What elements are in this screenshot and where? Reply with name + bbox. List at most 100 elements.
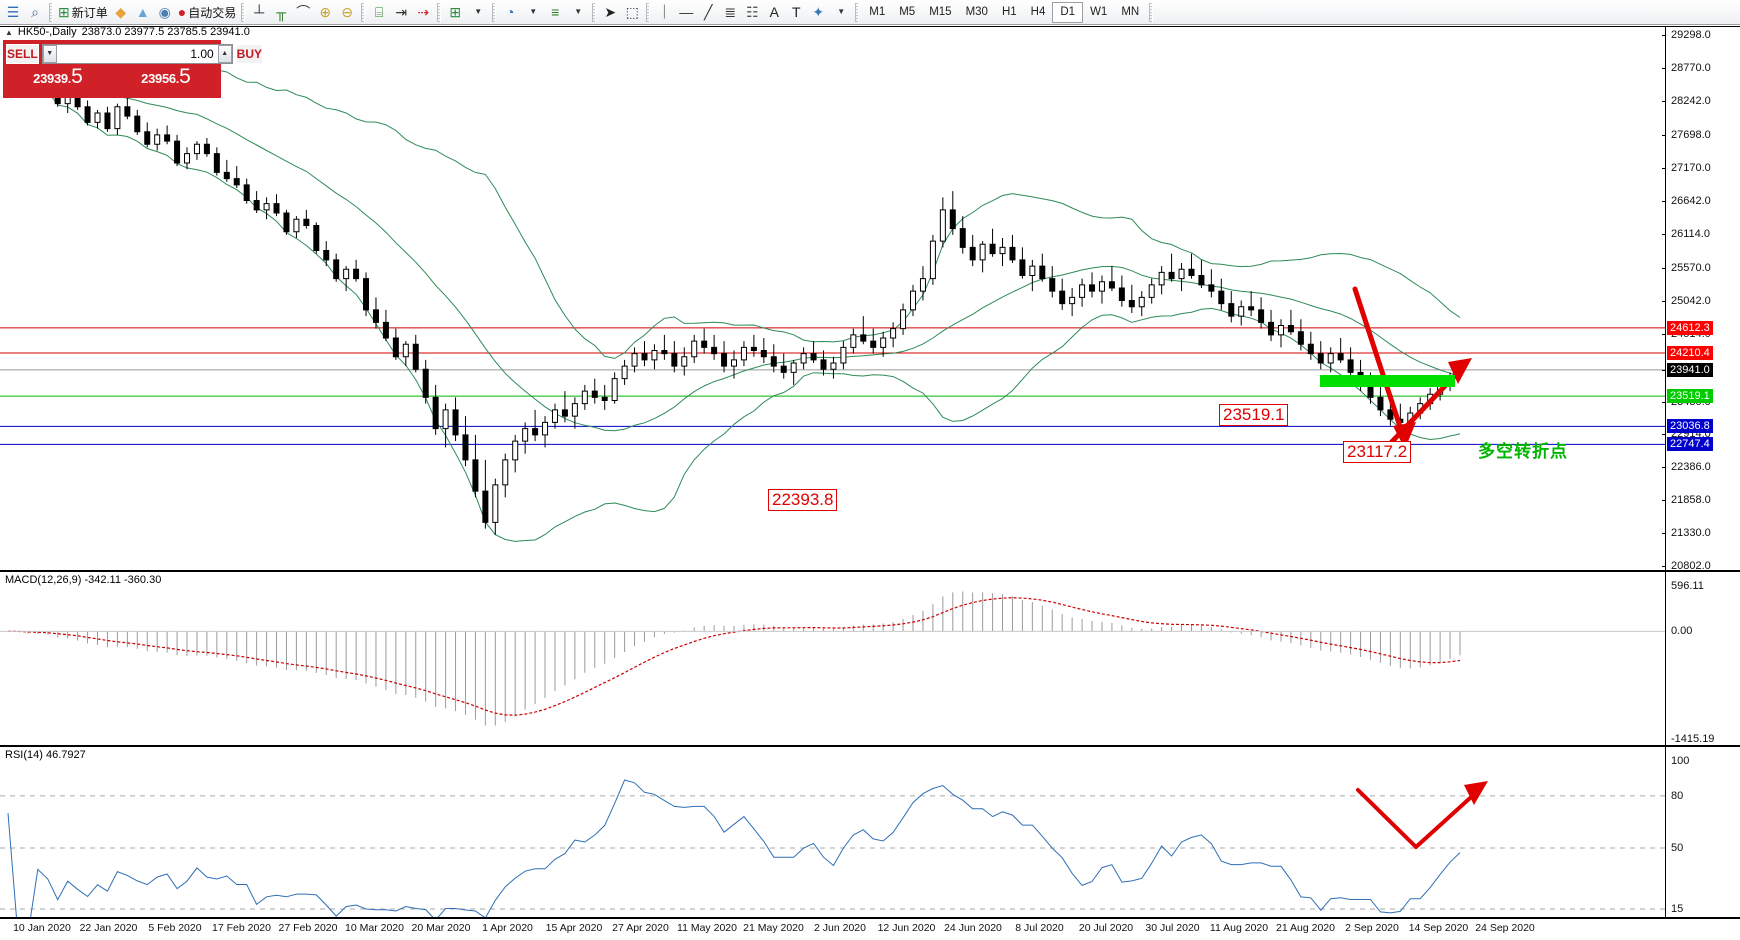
indicators-icon[interactable]: ▲: [132, 1, 154, 23]
vertical-line-icon[interactable]: ｜: [653, 1, 675, 23]
timeframe-h4[interactable]: H4: [1030, 6, 1046, 18]
macd-axis-tick-label: 596.11: [1671, 580, 1704, 592]
price-level-chip[interactable]: 24612.3: [1667, 320, 1713, 335]
price-level-chip[interactable]: 23941.0: [1667, 362, 1713, 377]
toolbar-separator: [361, 2, 366, 22]
templates-caret[interactable]: ▼: [567, 1, 589, 23]
swing-low-price-tag[interactable]: 23117.2: [1343, 441, 1412, 463]
period-clock-icon[interactable]: ◔: [499, 1, 521, 23]
timeframe-m30[interactable]: M30: [965, 6, 988, 18]
timeframe-m5[interactable]: M5: [899, 6, 916, 18]
time-axis-tick-label: 24 Sep 2020: [1475, 922, 1535, 934]
volume-stepper[interactable]: ▼ ▲: [41, 43, 233, 64]
rsi-axis[interactable]: 100 80 50 15: [1665, 747, 1740, 917]
chart-shift-icon[interactable]: ⇥: [390, 1, 412, 23]
fibonacci-icon: ☷: [745, 4, 759, 20]
symbol-ohlc-label: 23873.0 23977.5 23785.5 23941.0: [81, 26, 250, 38]
bar-chart-icon[interactable]: ┴: [248, 1, 270, 23]
sell-price-button[interactable]: 23939 . 5: [6, 66, 110, 95]
volume-input[interactable]: [56, 45, 218, 62]
auto-scroll-icon[interactable]: ⇢: [412, 1, 434, 23]
zoom-in-icon[interactable]: ⊕: [314, 1, 336, 23]
indicators-icon: ▲: [135, 4, 150, 20]
timeframe-h1[interactable]: H1: [1001, 6, 1017, 18]
support-price-tag[interactable]: 23519.1: [1219, 404, 1289, 426]
equidistant-channel-icon[interactable]: ≣: [719, 1, 741, 23]
price-axis-tick-label: 25570.0: [1671, 262, 1711, 274]
price-axis-tick: [1662, 101, 1666, 102]
volume-up-caret[interactable]: ▲: [217, 44, 232, 63]
text-label-icon: T: [791, 4, 801, 20]
bar-chart-icon: ┴: [254, 4, 265, 20]
new-order-button[interactable]: ⊞ 新订单: [56, 1, 110, 23]
expert-advisors-icon[interactable]: ◆: [110, 1, 132, 23]
turning-point-note: 多空转折点: [1478, 442, 1568, 461]
bar-shift-icon: ⌸: [375, 4, 384, 20]
macd-indicator-pane[interactable]: MACD(12,26,9) -342.11 -360.30 596.11 0.00…: [0, 571, 1740, 746]
one-click-trading-panel[interactable]: SELL ▼ ▲ BUY 23939 . 5 23956 . 5: [3, 40, 264, 98]
sell-button[interactable]: SELL: [6, 43, 39, 64]
time-axis-tick-label: 24 Jun 2020: [944, 922, 1002, 934]
price-chart-pane[interactable]: 23519.1 23117.2 22393.8 多空转折点 29298.0 287…: [0, 26, 1740, 572]
bar-shift-icon[interactable]: ⌸: [368, 1, 390, 23]
time-axis-tick-label: 2 Jun 2020: [814, 922, 866, 934]
rsi-axis-tick-label: 15: [1671, 903, 1684, 915]
add-indicator-icon: ⊞: [449, 4, 462, 20]
rsi-indicator-pane[interactable]: RSI(14) 46.7927 100 80 50 15: [0, 746, 1740, 918]
buy-price-integer: 23956: [141, 71, 176, 87]
candlestick-chart-icon[interactable]: ╥: [270, 1, 292, 23]
auto-trading-button[interactable]: ● 自动交易: [176, 1, 238, 23]
add-indicator-icon[interactable]: ⊞: [444, 1, 466, 23]
price-axis-tick: [1662, 566, 1666, 567]
price-axis[interactable]: 29298.0 28770.0 28242.0 27698.0 27170.0 26642…: [1662, 27, 1740, 572]
price-level-chip[interactable]: 24210.4: [1667, 345, 1713, 360]
crosshair-icon[interactable]: ⬚: [621, 1, 643, 23]
new-order-button-label: 新订单: [71, 5, 108, 20]
zoom-in-icon: ⊕: [319, 4, 332, 20]
shapes-caret[interactable]: ▼: [830, 1, 852, 23]
templates-icon[interactable]: ≡: [544, 1, 566, 23]
timeframe-m1[interactable]: M1: [869, 6, 886, 18]
data-window-icon[interactable]: ⌕: [24, 1, 46, 23]
price-axis-tick: [1662, 500, 1666, 501]
text-label-icon[interactable]: T: [785, 1, 807, 23]
timeframe-w1[interactable]: W1: [1090, 6, 1108, 18]
price-level-chip[interactable]: 22747.4: [1667, 437, 1713, 452]
fibonacci-icon[interactable]: ☷: [741, 1, 763, 23]
time-axis-tick-label: 11 May 2020: [677, 922, 737, 934]
equidistant-channel-icon: ≣: [724, 4, 737, 20]
volume-down-caret[interactable]: ▼: [42, 44, 57, 63]
price-axis-tick: [1662, 201, 1666, 202]
time-axis[interactable]: 10 Jan 2020 22 Jan 2020 5 Feb 2020 17 Feb 2…: [0, 918, 1740, 940]
cursor-icon[interactable]: ➤: [599, 1, 621, 23]
line-chart-icon[interactable]: ⌒: [292, 1, 314, 23]
zoom-out-icon[interactable]: ⊖: [336, 1, 358, 23]
buy-button[interactable]: BUY: [235, 43, 264, 64]
timeframe-m15[interactable]: M15: [929, 6, 952, 18]
buy-price-button[interactable]: 23956 . 5: [114, 66, 218, 95]
timeframe-mn[interactable]: MN: [1121, 6, 1140, 18]
sell-price-integer: 23939: [33, 71, 68, 87]
price-level-chip[interactable]: 23519.1: [1667, 389, 1713, 404]
timeframe-d1[interactable]: D1: [1052, 1, 1084, 23]
add-indicator-caret[interactable]: ▼: [467, 1, 489, 23]
rsi-plot-area[interactable]: [0, 747, 1665, 917]
templates-icon: ≡: [551, 4, 560, 20]
macd-axis[interactable]: 596.11 0.00 -1415.19: [1665, 572, 1740, 745]
macd-plot-area[interactable]: [0, 572, 1665, 745]
macd-axis-tick-label: 0.00: [1671, 625, 1693, 638]
macd-title-label: MACD(12,26,9) -342.11 -360.30: [5, 574, 162, 586]
shapes-icon[interactable]: ✦: [807, 1, 829, 23]
previous-low-price-tag[interactable]: 22393.8: [768, 489, 838, 511]
signals-icon[interactable]: ◉: [154, 1, 176, 23]
price-plot-area[interactable]: 23519.1 23117.2 22393.8 多空转折点: [0, 27, 1665, 570]
period-caret[interactable]: ▼: [522, 1, 544, 23]
trendline-icon[interactable]: ╱: [697, 1, 719, 23]
horizontal-line-icon[interactable]: —: [675, 1, 697, 23]
text-icon[interactable]: A: [763, 1, 785, 23]
macd-axis-tick-label: -1415.19: [1671, 733, 1715, 745]
collapse-triangle-icon[interactable]: ▲: [5, 27, 13, 37]
terminal-icon[interactable]: ☰: [2, 1, 24, 23]
support-zone-rectangle[interactable]: [1320, 375, 1455, 387]
price-level-chip[interactable]: 23036.8: [1667, 419, 1713, 434]
